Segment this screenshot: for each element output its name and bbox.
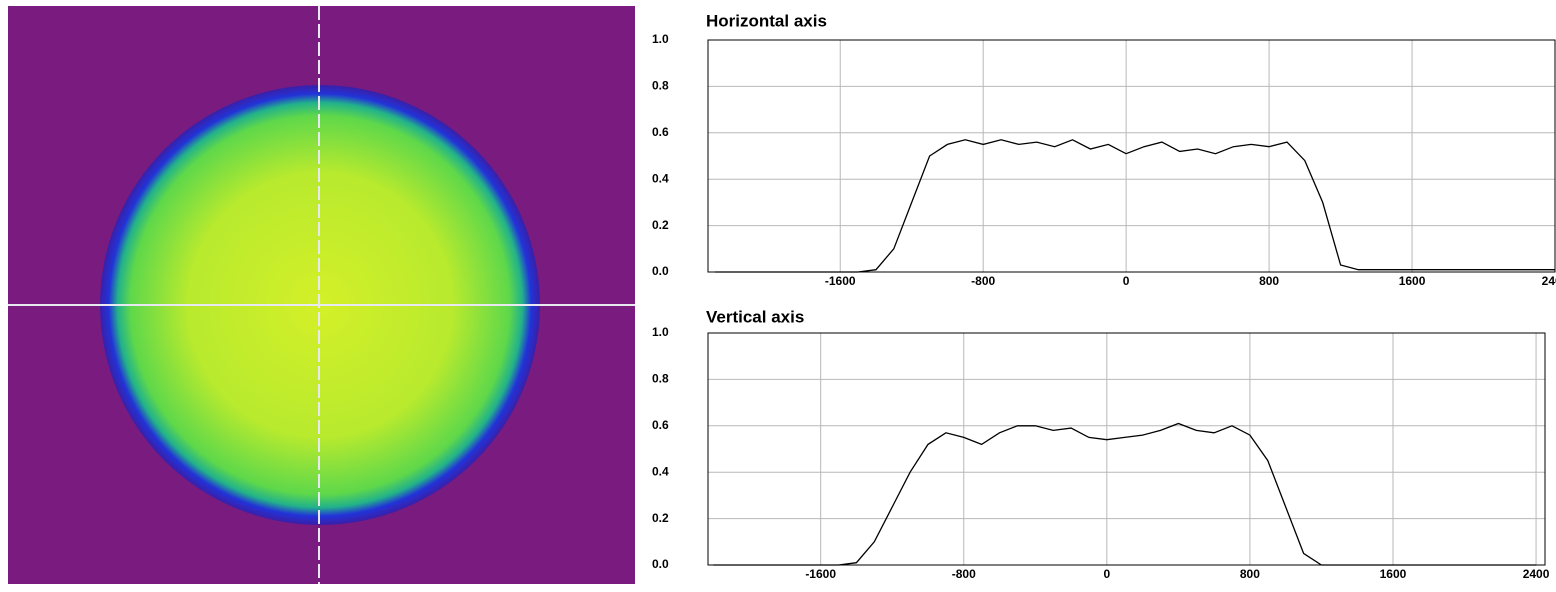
plot-frame xyxy=(708,333,1545,565)
x-tick-label: 800 xyxy=(1259,274,1279,288)
y-tick-label: 0.0 xyxy=(652,557,669,571)
profile-chart: Horizontal axis 0.0 0.2 0.4 0.6 0.8 1.0 -1600 -8… xyxy=(652,11,1556,288)
x-tick-label: 0 xyxy=(1123,274,1130,288)
y-tick-label: 1.0 xyxy=(652,325,669,339)
x-tick-label: 2400 xyxy=(1542,274,1556,288)
x-tick-label: -1600 xyxy=(805,567,836,581)
y-tick-label: 0.8 xyxy=(652,79,669,93)
chart-title: Vertical axis xyxy=(706,307,804,326)
y-tick-label: 0.4 xyxy=(652,464,669,478)
x-tick-label: -800 xyxy=(971,274,995,288)
x-tick-label: -800 xyxy=(952,567,976,581)
profile-chart: Vertical axis 0.0 0.2 0.4 0.6 0.8 1.0 -1600 -800… xyxy=(652,307,1550,581)
plot-frame xyxy=(708,40,1555,272)
y-tick-label: 0.2 xyxy=(652,511,669,525)
y-tick-label: 0.2 xyxy=(652,218,669,232)
page: Horizontal axis 0.0 0.2 0.4 0.6 0.8 1.0 -1600 -8… xyxy=(0,0,1556,587)
y-tick-label: 1.0 xyxy=(652,32,669,46)
screen: Horizontal axis 0.0 0.2 0.4 0.6 0.8 1.0 -1600 -8… xyxy=(0,0,1556,587)
y-tick-label: 0.6 xyxy=(652,125,669,139)
x-tick-label: 1600 xyxy=(1399,274,1426,288)
x-tick-label: 800 xyxy=(1240,567,1260,581)
beam-image xyxy=(8,6,635,584)
profile-line xyxy=(715,140,1555,272)
y-tick-label: 0.0 xyxy=(652,264,669,278)
profile-line xyxy=(713,424,1536,566)
y-tick-label: 0.6 xyxy=(652,418,669,432)
y-tick-label: 0.4 xyxy=(652,171,669,185)
x-tick-label: 2400 xyxy=(1523,567,1550,581)
x-tick-label: 1600 xyxy=(1380,567,1407,581)
x-tick-label: 0 xyxy=(1103,567,1110,581)
x-tick-label: -1600 xyxy=(825,274,856,288)
y-tick-label: 0.8 xyxy=(652,372,669,386)
chart-title: Horizontal axis xyxy=(706,11,827,30)
